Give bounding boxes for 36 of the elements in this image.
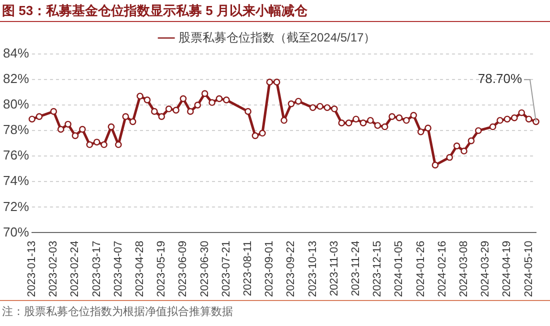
- annotation: 78.70%: [478, 71, 522, 86]
- x-tick-label: 2023-01-13: [26, 240, 38, 298]
- x-tick-label: 2023-10-13: [306, 240, 319, 298]
- legend-label: 股票私募仓位指数（截至2024/5/17）: [178, 30, 376, 44]
- y-tick-label: 76%: [2, 148, 30, 163]
- y-tick-label: 78%: [2, 122, 30, 138]
- y-tick-label: 70%: [2, 224, 30, 240]
- x-tick-label: 2024-02-16: [436, 240, 448, 298]
- x-tick-label: 2023-04-28: [134, 240, 146, 298]
- x-tick-label: 2023-08-11: [242, 240, 254, 296]
- x-tick-label: 2023-04-07: [112, 240, 124, 298]
- y-tick-label: 72%: [2, 198, 30, 214]
- x-tick-label: 2023-03-17: [90, 240, 103, 298]
- x-tick-label: 2023-06-09: [177, 240, 190, 298]
- x-tick-label: 2023-11-24: [350, 240, 362, 296]
- x-tick-label: 2023-02-03: [48, 240, 60, 298]
- x-tick-label: 2023-06-30: [198, 240, 211, 298]
- y-tick-label: 82%: [2, 71, 30, 86]
- y-tick-label: 84%: [2, 46, 30, 61]
- text: 注：股票私募仓位指数为根据净值拟合推算数据: [2, 305, 234, 319]
- y-tick-label: 80%: [2, 96, 30, 112]
- x-tick-label: 2023-09-22: [285, 240, 298, 298]
- x-tick-label: 2024-03-08: [458, 240, 470, 298]
- x-tick-label: 2023-12-15: [372, 240, 384, 298]
- x-tick-label: 2024-04-19: [501, 240, 514, 298]
- x-tick-label: 2023-09-01: [264, 240, 276, 298]
- x-tick-label: 2023-02-24: [69, 240, 82, 298]
- chart-title: 图 53：私募基金仓位指数显示私募 5 月以来小幅减仓: [0, 0, 550, 22]
- x-tick-label: 2023-11-03: [328, 240, 340, 296]
- x-tick-label: 2024-05-10: [522, 240, 535, 298]
- x-tick-label: 2023-07-21: [220, 240, 232, 298]
- y-tick-label: 74%: [2, 173, 30, 188]
- x-tick-label: 2024-03-29: [480, 240, 492, 298]
- x-tick-label: 2024-01-05: [393, 240, 406, 298]
- x-tick-label: 2023-05-19: [156, 240, 168, 298]
- x-tick-label: 2024-01-26: [414, 240, 427, 298]
